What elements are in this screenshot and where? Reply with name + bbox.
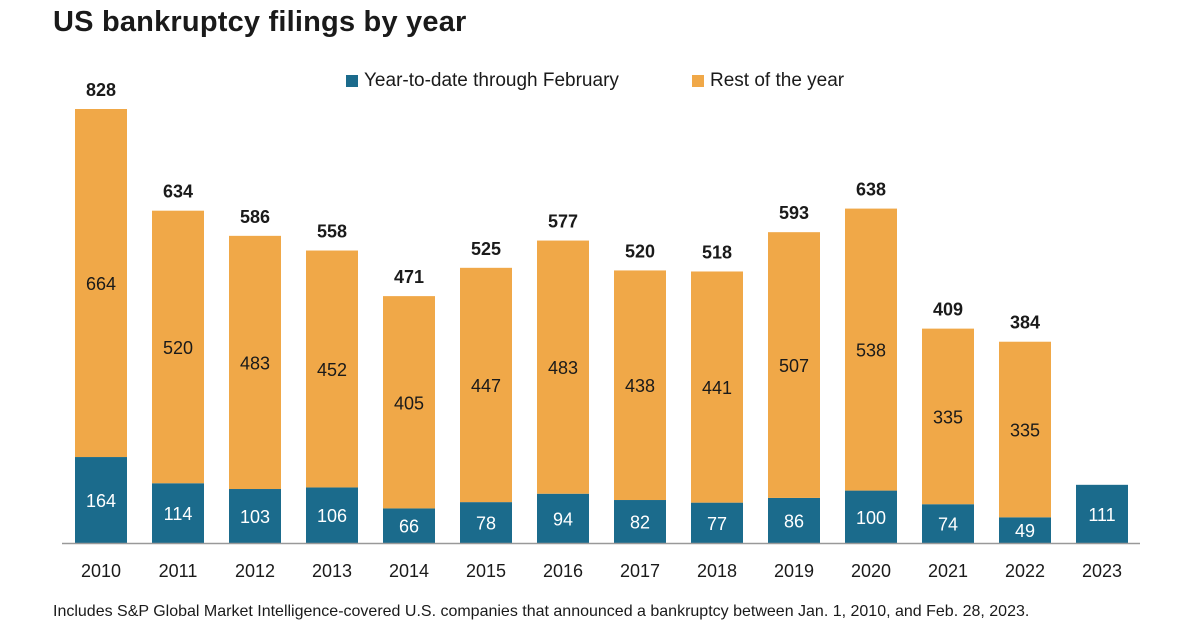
bar-ytd-2015 xyxy=(460,502,512,543)
x-tick-label-2014: 2014 xyxy=(389,561,429,581)
total-label-2013: 558 xyxy=(317,222,347,242)
bar-ytd-2011 xyxy=(152,483,204,543)
bar-rest-2022 xyxy=(999,341,1051,518)
bar-rest-2016 xyxy=(537,240,589,494)
footnote: Includes S&P Global Market Intelligence-… xyxy=(53,603,1030,620)
data-label-ytd-2012: 103 xyxy=(240,507,270,527)
total-label-2012: 586 xyxy=(240,207,270,227)
data-label-ytd-2017: 82 xyxy=(630,513,650,533)
x-tick-label-2012: 2012 xyxy=(235,561,275,581)
bar-rest-2013 xyxy=(306,250,358,488)
total-label-2017: 520 xyxy=(625,241,655,261)
x-tick-label-2010: 2010 xyxy=(81,561,121,581)
x-tick-label-2019: 2019 xyxy=(774,561,814,581)
legend-item-rest: Rest of the year xyxy=(692,70,844,92)
data-label-rest-2020: 538 xyxy=(856,341,886,361)
data-label-ytd-2021: 74 xyxy=(938,515,958,535)
data-label-ytd-2019: 86 xyxy=(784,511,804,531)
x-tick-label-2017: 2017 xyxy=(620,561,660,581)
data-label-rest-2014: 405 xyxy=(394,393,424,413)
legend-swatch-rest xyxy=(692,75,704,87)
data-label-ytd-2013: 106 xyxy=(317,506,347,526)
bar-ytd-2017 xyxy=(614,500,666,543)
x-tick-label-2018: 2018 xyxy=(697,561,737,581)
x-tick-label-2022: 2022 xyxy=(1005,561,1045,581)
bar-rest-2014 xyxy=(383,296,435,509)
bar-ytd-2014 xyxy=(383,508,435,543)
bar-ytd-2013 xyxy=(306,487,358,543)
bar-rest-2012 xyxy=(229,235,281,490)
data-label-rest-2015: 447 xyxy=(471,376,501,396)
legend-label-ytd: Year-to-date through February xyxy=(364,70,619,91)
bar-rest-2017 xyxy=(614,270,666,501)
data-label-ytd-2011: 114 xyxy=(164,504,193,524)
total-label-2011: 634 xyxy=(163,182,193,202)
data-label-rest-2010: 664 xyxy=(86,274,116,294)
data-label-rest-2013: 452 xyxy=(317,360,347,380)
bar-ytd-2022 xyxy=(999,517,1051,543)
x-tick-label-2016: 2016 xyxy=(543,561,583,581)
data-label-rest-2017: 438 xyxy=(625,376,655,396)
total-label-2022: 384 xyxy=(1010,313,1040,333)
total-label-2018: 518 xyxy=(702,242,732,262)
data-label-rest-2011: 520 xyxy=(163,338,193,358)
data-label-ytd-2015: 78 xyxy=(476,514,496,534)
data-label-rest-2022: 335 xyxy=(1010,421,1040,441)
bar-ytd-2021 xyxy=(922,504,974,543)
legend: Year-to-date through February Rest of th… xyxy=(0,70,1179,96)
bar-ytd-2023 xyxy=(1076,484,1128,543)
total-label-2021: 409 xyxy=(933,300,963,320)
bar-rest-2019 xyxy=(768,232,820,498)
bar-ytd-2012 xyxy=(229,489,281,543)
x-tick-label-2020: 2020 xyxy=(851,561,891,581)
bar-ytd-2016 xyxy=(537,493,589,543)
bar-rest-2020 xyxy=(845,208,897,491)
data-label-rest-2016: 483 xyxy=(548,358,578,378)
data-label-ytd-2014: 66 xyxy=(399,517,419,537)
bar-ytd-2020 xyxy=(845,490,897,543)
legend-label-rest: Rest of the year xyxy=(710,70,845,91)
data-label-ytd-2020: 100 xyxy=(856,508,886,528)
x-tick-label-2015: 2015 xyxy=(466,561,506,581)
bar-ytd-2019 xyxy=(768,497,820,543)
bar-rest-2010 xyxy=(75,109,127,458)
x-tick-label-2013: 2013 xyxy=(312,561,352,581)
data-label-ytd-2016: 94 xyxy=(553,509,573,529)
data-label-ytd-2018: 77 xyxy=(707,514,727,534)
data-label-rest-2012: 483 xyxy=(240,353,270,373)
x-tick-label-2011: 2011 xyxy=(159,561,198,581)
x-tick-label-2023: 2023 xyxy=(1082,561,1122,581)
data-label-rest-2018: 441 xyxy=(702,378,732,398)
legend-item-ytd: Year-to-date through February xyxy=(346,70,619,92)
data-label-ytd-2010: 164 xyxy=(86,491,116,511)
total-label-2020: 638 xyxy=(856,180,886,200)
chart-title: US bankruptcy filings by year xyxy=(53,6,467,38)
bar-rest-2018 xyxy=(691,271,743,503)
total-label-2010: 828 xyxy=(86,80,116,100)
total-label-2014: 471 xyxy=(394,267,424,287)
total-label-2015: 525 xyxy=(471,239,501,259)
data-label-ytd-2022: 49 xyxy=(1015,521,1035,541)
data-label-rest-2019: 507 xyxy=(779,356,809,376)
bar-rest-2011 xyxy=(152,210,204,484)
legend-swatch-ytd xyxy=(346,75,358,87)
bar-rest-2015 xyxy=(460,267,512,503)
total-label-2019: 593 xyxy=(779,203,809,223)
bar-rest-2021 xyxy=(922,328,974,505)
data-label-ytd-2023: 111 xyxy=(1088,505,1115,525)
x-tick-label-2021: 2021 xyxy=(928,561,968,581)
bar-ytd-2018 xyxy=(691,502,743,543)
bar-ytd-2010 xyxy=(75,457,127,543)
total-label-2016: 577 xyxy=(548,212,578,232)
data-label-rest-2021: 335 xyxy=(933,407,963,427)
bar-chart: 164 664 828 2010 114 520 634 2011 103 483 586 2012 1… xyxy=(62,80,1140,581)
